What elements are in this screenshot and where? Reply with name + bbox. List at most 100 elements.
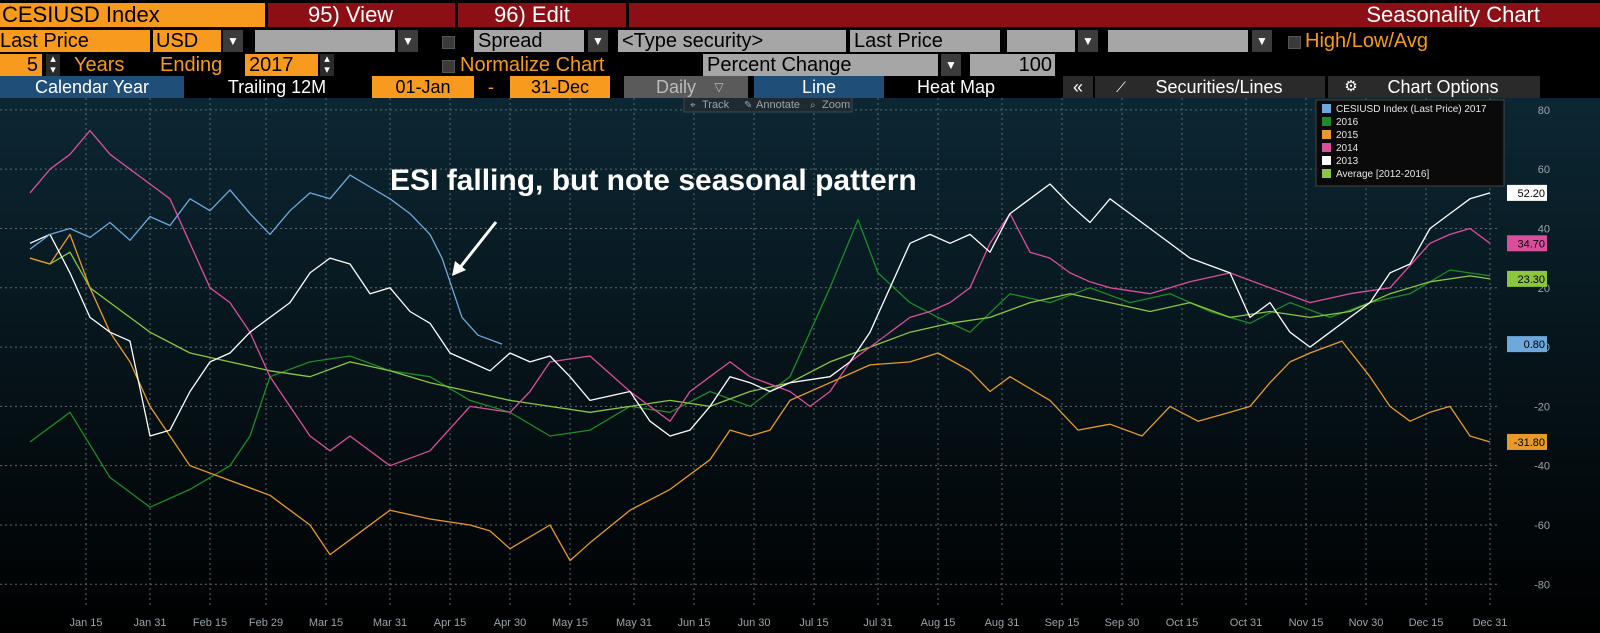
normalize-checkbox[interactable] [442, 60, 455, 73]
blank-field-dropdown-icon[interactable]: ▼ [398, 30, 418, 52]
last-value-label-y2014: 34.70 [1517, 238, 1545, 250]
x-tick-label: Aug 15 [921, 617, 956, 629]
header-row: CESIUSD Index 95) View 96) Edit Seasonal… [0, 0, 1600, 28]
x-tick-label: Dec 15 [1409, 617, 1444, 629]
y-tick-label: -20 [1534, 401, 1550, 413]
years-label: Years [74, 54, 125, 76]
x-tick-label: Feb 15 [193, 617, 227, 629]
normalize-label: Normalize Chart [460, 54, 605, 76]
track-icon: ⌖ [690, 100, 696, 111]
x-tick-label: May 15 [552, 617, 588, 629]
y-tick-label: 40 [1538, 223, 1550, 235]
last-value-label-y2013: 52.20 [1517, 188, 1545, 200]
legend-item-y2014[interactable]: 2014 [1336, 143, 1359, 154]
ticker-field[interactable]: CESIUSD Index [0, 3, 265, 27]
last-value-badge-y2014 [1507, 235, 1547, 252]
blank-field-2-dropdown-icon[interactable]: ▼ [1078, 30, 1098, 52]
legend-swatch-y2014 [1322, 143, 1331, 152]
x-tick-label: Sep 15 [1045, 617, 1080, 629]
securities-lines-button[interactable]: Securities/Lines [1095, 76, 1325, 98]
last-value-label-y2017: 0.80 [1524, 339, 1545, 351]
legend-item-y2016[interactable]: 2016 [1336, 117, 1359, 128]
currency-selector[interactable]: USD [153, 30, 221, 52]
legend-item-y2015[interactable]: 2015 [1336, 130, 1359, 141]
x-tick-label: Jul 31 [863, 617, 892, 629]
edit-menu[interactable]: 96) Edit [458, 3, 626, 27]
x-tick-label: Aug 31 [985, 617, 1020, 629]
percent-change-dropdown-icon[interactable]: ▼ [941, 54, 961, 76]
years-count-input[interactable]: 5 [0, 54, 42, 76]
annotation-arrowhead [452, 261, 466, 276]
chart-options-button[interactable]: Chart Options [1328, 76, 1540, 98]
tab-trailing-12m[interactable]: Trailing 12M [186, 76, 368, 98]
legend-item-y2017[interactable]: CESIUSD Index (Last Price) 2017 [1336, 104, 1487, 115]
grid [0, 98, 1500, 608]
high-low-avg-label: High/Low/Avg [1305, 30, 1429, 52]
gear-icon: ⚙ [1344, 78, 1358, 95]
y-tick-label: -80 [1534, 579, 1550, 591]
x-tick-label: Mar 31 [373, 617, 407, 629]
x-tick-label: Jul 15 [799, 617, 828, 629]
blank-field-3-dropdown-icon[interactable]: ▼ [1252, 30, 1272, 52]
annotation-arrow [456, 221, 498, 271]
spread-selector[interactable]: Spread [474, 30, 584, 52]
frequency-selector[interactable]: Daily [624, 76, 748, 98]
spread-dropdown-icon[interactable]: ▼ [588, 30, 608, 52]
collapse-button[interactable]: « [1063, 76, 1093, 98]
blank-field-3[interactable] [1108, 30, 1248, 52]
ending-year-spinner[interactable]: ▴ ▾ [320, 54, 334, 76]
last-value-badge-y2017 [1507, 336, 1547, 353]
frequency-dropdown-icon[interactable]: ▽ [714, 80, 724, 94]
years-spinner[interactable]: ▴ ▾ [46, 54, 60, 76]
legend-swatch-y2013 [1322, 156, 1331, 165]
legend-swatch-average [1322, 169, 1331, 178]
field-selector[interactable]: Last Price [0, 30, 150, 52]
currency-dropdown-icon[interactable]: ▼ [223, 30, 243, 52]
line-chart-icon: ⟋ [1116, 79, 1126, 95]
view-menu[interactable]: 95) View [268, 3, 455, 27]
start-date-input[interactable]: 01-Jan [372, 76, 474, 98]
series-lines [29, 129, 1491, 562]
track-button[interactable]: Track [702, 99, 730, 111]
x-tick-label: Dec 31 [1473, 617, 1508, 629]
blank-field[interactable] [255, 30, 395, 52]
field2-selector[interactable]: Last Price [850, 30, 1000, 52]
tab-row: Calendar Year Trailing 12M 01-Jan - 31-D… [0, 76, 1600, 98]
spread-checkbox[interactable] [442, 36, 455, 49]
security-input[interactable]: <Type security> [618, 30, 846, 52]
legend-box [1315, 99, 1505, 187]
last-value-badge-y2013 [1507, 184, 1547, 201]
x-tick-label: Jan 31 [133, 617, 166, 629]
percent-change-selector[interactable]: Percent Change [703, 54, 938, 76]
x-tick-label: Nov 30 [1349, 617, 1384, 629]
tab-calendar-year[interactable]: Calendar Year [0, 76, 184, 98]
series-line-y2017 [29, 174, 503, 345]
base-value-input[interactable]: 100 [970, 54, 1055, 76]
x-tick-label: Feb 29 [249, 617, 283, 629]
zoom-button[interactable]: Zoom [822, 99, 850, 111]
end-date-input[interactable]: 31-Dec [510, 76, 610, 98]
date-range-separator: - [488, 77, 494, 97]
series-line-y2014 [29, 129, 1491, 467]
page-title: Seasonality Chart [629, 3, 1600, 27]
annotation-text: ESI falling, but note seasonal pattern [390, 164, 917, 197]
tab-heat-map[interactable]: Heat Map [886, 76, 1026, 98]
x-tick-label: May 31 [616, 617, 652, 629]
annotate-button[interactable]: Annotate [756, 99, 800, 111]
high-low-avg-checkbox[interactable] [1288, 36, 1301, 49]
legend-item-y2013[interactable]: 2013 [1336, 156, 1359, 167]
blank-field-2[interactable] [1007, 30, 1075, 52]
tab-line[interactable]: Line [754, 76, 884, 98]
x-tick-label: Sep 30 [1105, 617, 1140, 629]
ending-year-input[interactable]: 2017 [245, 54, 318, 76]
x-axis: Jan 15 Jan 31 Feb 15 Feb 29 Mar 15 Mar 31 Apr … [69, 617, 1507, 629]
x-tick-label: Apr 15 [434, 617, 466, 629]
ending-label: Ending [160, 54, 223, 76]
series-line-y2015 [29, 233, 1491, 562]
chart-background [0, 98, 1600, 633]
last-value-badge-y2015 [1507, 433, 1547, 450]
annotate-icon: ✎ [744, 100, 752, 111]
y-tick-label: 60 [1538, 164, 1550, 176]
legend-item-average[interactable]: Average [2012-2016] [1336, 169, 1429, 180]
